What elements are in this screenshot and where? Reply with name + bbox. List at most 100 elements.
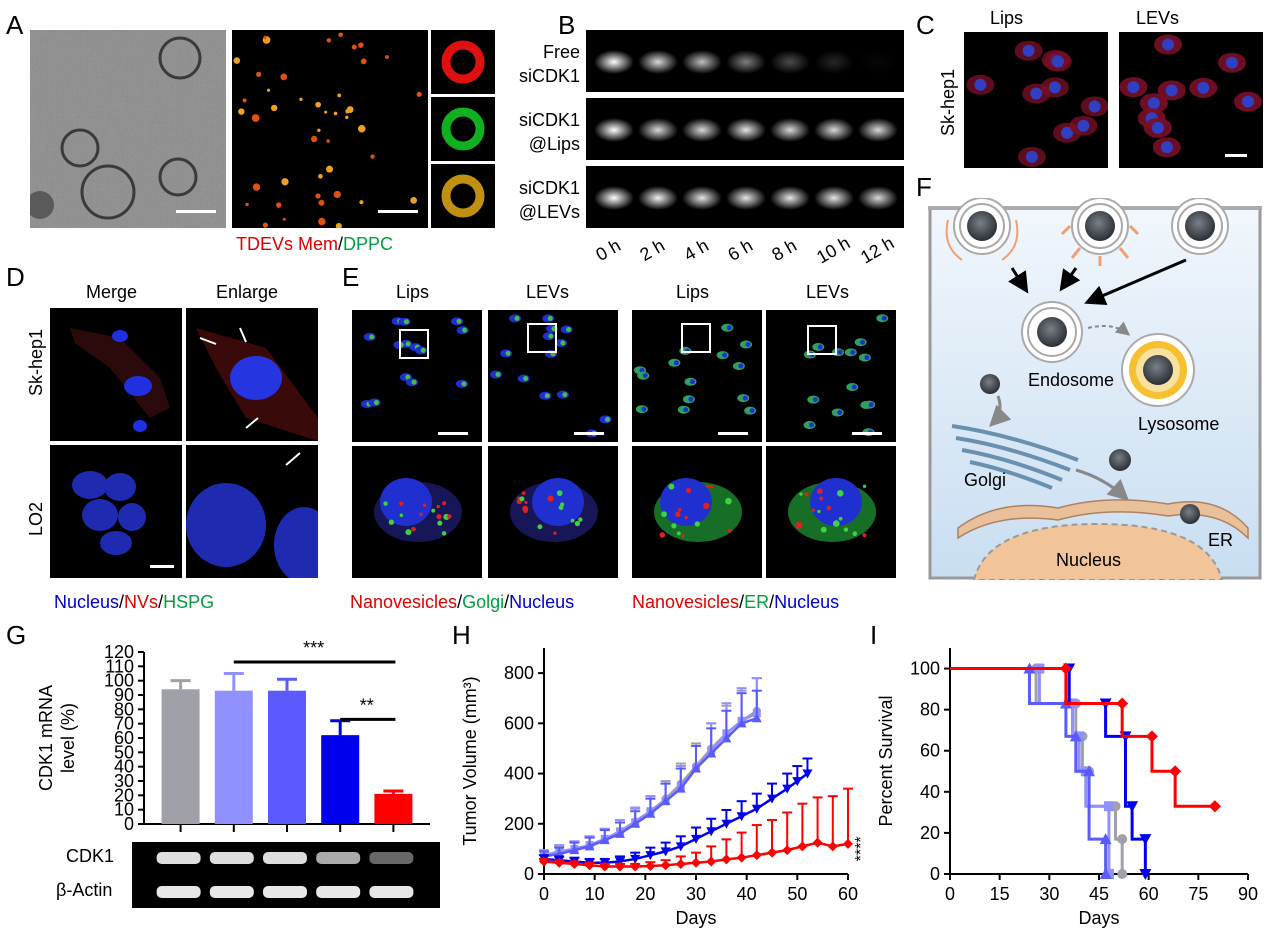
puncta (804, 492, 809, 497)
blot-band (209, 886, 254, 898)
significance-label: *** (303, 638, 324, 658)
puncta (678, 508, 682, 512)
col-label-levs-2: LEVs (806, 282, 850, 302)
cell-nucleus (974, 78, 987, 91)
vesicle-dot (338, 32, 343, 38)
y-tick-label: 10 (114, 800, 134, 820)
data-marker (569, 858, 580, 869)
puncta (556, 490, 563, 497)
panel-letter-h: H (452, 620, 471, 650)
endosome-label: Endosome (1028, 370, 1114, 390)
chart-i: 0 20 40 60 80 100 0 15 30 45 60 75 90 Days Percent Sur… (870, 620, 1268, 946)
vesicle-dot (238, 108, 245, 115)
cell-nucleus (1127, 81, 1140, 94)
cell-nucleus (1160, 141, 1173, 154)
data-marker (721, 819, 732, 829)
x-tick-label: 60 (838, 884, 858, 904)
col-label-levs-1: LEVs (526, 282, 570, 302)
puncta (447, 514, 452, 519)
blot-band (156, 886, 201, 898)
puncta (411, 526, 416, 532)
puncta (399, 513, 404, 518)
data-marker (630, 818, 641, 828)
data-marker (660, 847, 671, 857)
cell-detail (411, 379, 417, 385)
data-marker (736, 812, 747, 822)
vesicle-dot (256, 71, 262, 77)
data-marker (539, 856, 549, 867)
data-marker (599, 835, 610, 845)
data-marker (751, 713, 762, 723)
puncta (442, 501, 447, 506)
data-marker (691, 834, 701, 844)
gel-band (858, 186, 898, 210)
scale-bar (574, 432, 604, 435)
time-label: 6 h (724, 235, 757, 265)
vesicle-dot (282, 217, 286, 221)
data-marker (691, 857, 701, 868)
x-tick-label: 40 (737, 884, 757, 904)
data-marker (706, 748, 717, 758)
vesicle-dot (317, 128, 321, 132)
cell-detail (566, 327, 572, 333)
cell-detail (749, 408, 755, 414)
cell-nucleus (1151, 121, 1164, 134)
blot-band (156, 852, 201, 864)
data-marker (645, 860, 656, 871)
vesicle-dot (333, 111, 338, 116)
y-tick-label: 0 (124, 814, 134, 834)
vesicle-dot (359, 200, 364, 205)
data-marker (736, 852, 747, 863)
gel-band (770, 50, 810, 74)
puncta (405, 529, 412, 536)
cell-nucleus (1030, 87, 1043, 100)
cell-nucleus (1088, 100, 1101, 113)
vesicle-dot (299, 97, 303, 102)
x-tick-label: 0 (945, 884, 955, 904)
time-label: 12 h (857, 232, 898, 268)
cell-detail (605, 416, 611, 422)
cell-nucleus (1061, 126, 1074, 139)
cell-nucleus (1025, 150, 1038, 163)
cell-nucleus (1225, 56, 1238, 69)
cell-nucleus (1165, 84, 1178, 97)
zoom-box (527, 323, 557, 353)
vesicle-dot (266, 88, 271, 92)
vesicle-dot (276, 202, 282, 208)
gel-band (638, 186, 678, 210)
bar (321, 735, 360, 824)
vesicle-dot (326, 139, 330, 143)
blot-band (209, 852, 254, 864)
puncta (676, 531, 681, 536)
gel-band (726, 50, 766, 74)
puncta (423, 503, 427, 507)
data-marker (721, 733, 732, 743)
gel-band (594, 118, 634, 142)
y-tick-label: 80 (114, 699, 134, 719)
y-tick-label: 110 (105, 656, 134, 676)
vesicle-dot (262, 222, 269, 228)
puncta (419, 512, 423, 517)
blot-actin (132, 876, 440, 908)
data-marker (782, 845, 793, 856)
gel-band (682, 118, 722, 142)
puncta (558, 505, 564, 510)
cell-detail (562, 392, 568, 398)
panel-d-caption: Nucleus/NVs/HSPG (54, 592, 215, 612)
puncta (574, 520, 581, 527)
gel-lane-row (586, 166, 904, 228)
data-marker (1116, 697, 1129, 710)
nucleus-label: Nucleus (1056, 550, 1121, 570)
panel-a-caption: TDEVs Mem/DPPC (236, 234, 394, 254)
x-tick-label: 30 (1039, 884, 1059, 904)
x-tick-label: 75 (1188, 884, 1208, 904)
time-label: 2 h (636, 235, 669, 265)
vesicle-dot (280, 73, 288, 81)
e-enlarged-image (488, 446, 618, 578)
y-axis-label: CDK1 mRNA level (%) (36, 685, 78, 791)
cell-detail (548, 333, 554, 339)
data-marker (1099, 868, 1112, 879)
nucleus (380, 478, 432, 526)
panel-letter-a: A (6, 10, 24, 40)
d-merge-lo2 (50, 445, 182, 578)
